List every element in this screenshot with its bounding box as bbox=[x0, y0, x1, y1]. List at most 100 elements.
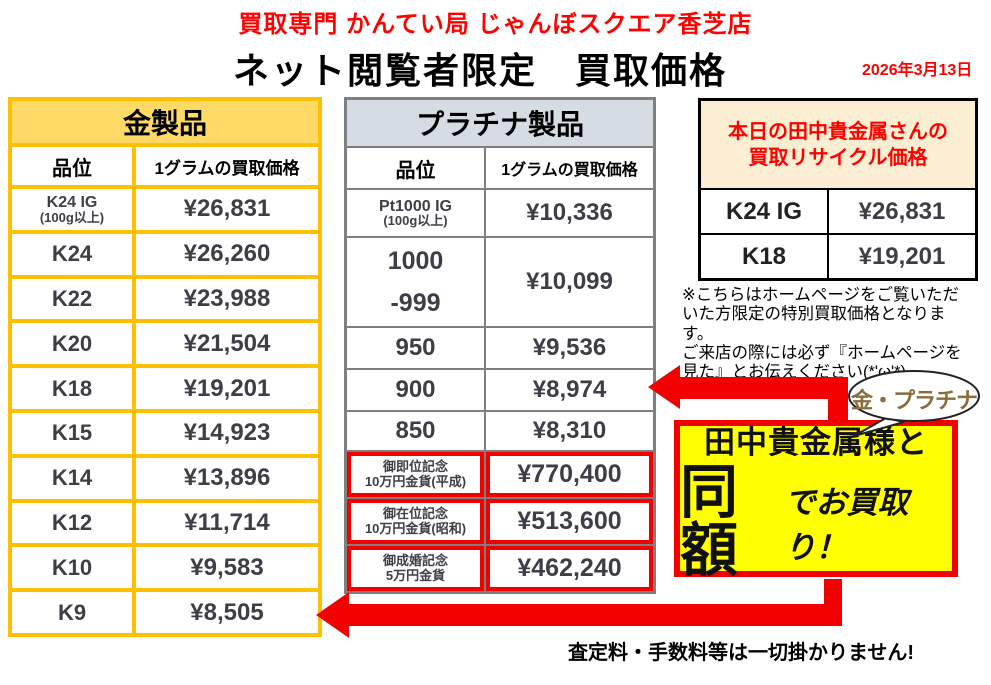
same-price-promo-box: 田中貴金属様と 同額 でお買取り！ bbox=[674, 420, 958, 580]
coin-label: 御即位記念 10万円金貨(平成) bbox=[347, 452, 484, 497]
platinum-grade: Pt1000 IG (100g以上) bbox=[347, 190, 484, 236]
table-row: 1000 -999 ¥10,099 bbox=[347, 238, 653, 326]
coin-price: ¥770,400 bbox=[486, 452, 653, 497]
commemorative-coin-row: 御成婚記念 5万円金貨 ¥462,240 bbox=[347, 546, 653, 591]
gold-grade: K10 bbox=[12, 547, 132, 589]
grade-label: 1000 bbox=[387, 246, 444, 275]
table-row: K22 ¥23,988 bbox=[12, 278, 318, 320]
gold-col-grade: 品位 bbox=[12, 147, 132, 185]
platinum-col-price: 1グラムの買取価格 bbox=[486, 148, 653, 188]
platinum-price: ¥10,099 bbox=[486, 238, 653, 326]
arrow-left-lower-elbow bbox=[824, 579, 842, 626]
gold-grade: K9 bbox=[12, 592, 132, 633]
promo-line2-rest: でお買取り！ bbox=[784, 485, 909, 565]
platinum-table-title: プラチナ製品 bbox=[347, 100, 653, 146]
gold-price: ¥11,714 bbox=[136, 502, 318, 544]
tanaka-grade: K24 IG bbox=[701, 190, 829, 233]
no-fee-note: 査定料・手数料等は一切掛かりません! bbox=[568, 642, 915, 664]
gold-price: ¥8,505 bbox=[136, 592, 318, 633]
gold-price: ¥19,201 bbox=[136, 368, 318, 409]
table-row: K20 ¥21,504 bbox=[12, 323, 318, 365]
platinum-table-header-row: 品位 1グラムの買取価格 bbox=[347, 148, 653, 188]
platinum-price: ¥9,536 bbox=[486, 328, 653, 368]
table-row: K14 ¥13,896 bbox=[12, 457, 318, 499]
gold-table-title: 金製品 bbox=[12, 101, 318, 143]
platinum-price: ¥8,974 bbox=[486, 370, 653, 410]
arrow-left-lower-shaft bbox=[346, 604, 842, 626]
gold-grade: K12 bbox=[12, 502, 132, 544]
commemorative-coin-row: 御即位記念 10万円金貨(平成) ¥770,400 bbox=[347, 452, 653, 497]
gold-price: ¥13,896 bbox=[136, 457, 318, 499]
gold-grade: K18 bbox=[12, 368, 132, 409]
gold-grade: K22 bbox=[12, 278, 132, 320]
coin-label: 御在位記念 10万円金貨(昭和) bbox=[347, 499, 484, 544]
gold-grade: K24 bbox=[12, 233, 132, 275]
coin-label: 御成婚記念 5万円金貨 bbox=[347, 546, 484, 591]
platinum-price-table: プラチナ製品 品位 1グラムの買取価格 Pt1000 IG (100g以上) ¥… bbox=[344, 97, 656, 594]
arrow-left-upper-shaft bbox=[678, 377, 848, 399]
gold-price: ¥26,260 bbox=[136, 233, 318, 275]
date-label: 2026年3月13日 bbox=[862, 62, 973, 79]
gold-grade: K24 IG (100g以上) bbox=[12, 189, 132, 230]
tanaka-price: ¥26,831 bbox=[858, 197, 946, 225]
gold-grade: K20 bbox=[12, 323, 132, 365]
gold-table-header-row: 品位 1グラムの買取価格 bbox=[12, 147, 318, 185]
platinum-grade: 950 bbox=[347, 328, 484, 368]
promo-line1: 田中貴金属様と bbox=[704, 425, 928, 460]
coin-price: ¥462,240 bbox=[486, 546, 653, 591]
speech-bubble-icon bbox=[848, 370, 980, 437]
arrow-left-upper-elbow bbox=[828, 386, 848, 426]
table-row: K12 ¥11,714 bbox=[12, 502, 318, 544]
table-row: Pt1000 IG (100g以上) ¥10,336 bbox=[347, 190, 653, 236]
arrow-left-lower-icon bbox=[316, 592, 349, 638]
table-row: K9 ¥8,505 bbox=[12, 592, 318, 633]
grade-note: (100g以上) bbox=[383, 213, 448, 229]
homepage-note: ※こちらはホームページをご覧いただ いた方限定の特別買取価格となりま す。 ご来… bbox=[682, 286, 962, 382]
tanaka-title-line2: 買取リサイクル価格 bbox=[748, 146, 928, 169]
table-row: 900 ¥8,974 bbox=[347, 370, 653, 410]
gold-price: ¥14,923 bbox=[136, 412, 318, 454]
table-row: 850 ¥8,310 bbox=[347, 412, 653, 450]
gold-col-price: 1グラムの買取価格 bbox=[136, 147, 318, 185]
grade-label: K24 IG bbox=[46, 194, 98, 212]
gold-grade: K15 bbox=[12, 412, 132, 454]
gold-grade: K14 bbox=[12, 457, 132, 499]
page-title: ネット閲覧者限定 買取価格 bbox=[232, 50, 727, 91]
tanaka-title-line1: 本日の田中貴金属さんの bbox=[728, 120, 948, 143]
coin-price: ¥513,600 bbox=[486, 499, 653, 544]
tanaka-price-panel: 本日の田中貴金属さんの 買取リサイクル価格 K24 IG ¥26,831 K18… bbox=[698, 98, 978, 281]
gold-price: ¥21,504 bbox=[136, 323, 318, 365]
promo-same-amount: 同額 bbox=[680, 460, 739, 583]
tanaka-price: ¥19,201 bbox=[858, 242, 946, 270]
arrow-left-upper-icon bbox=[648, 365, 680, 409]
table-row: K24 IG ¥26,831 bbox=[701, 188, 975, 233]
bubble-label: 金・プラチナ bbox=[850, 388, 978, 413]
gold-price-table: 金製品 品位 1グラムの買取価格 K24 IG (100g以上) ¥26,831… bbox=[8, 97, 322, 637]
grade-label-2: -999 bbox=[390, 289, 441, 317]
table-row: 950 ¥9,536 bbox=[347, 328, 653, 368]
platinum-price: ¥8,310 bbox=[486, 412, 653, 450]
table-row: K10 ¥9,583 bbox=[12, 547, 318, 589]
promo-line2: 同額 でお買取り！ bbox=[680, 464, 952, 580]
gold-price: ¥26,831 bbox=[136, 189, 318, 230]
table-row: K24 IG (100g以上) ¥26,831 bbox=[12, 189, 318, 230]
platinum-grade: 850 bbox=[347, 412, 484, 450]
table-row: K15 ¥14,923 bbox=[12, 412, 318, 454]
tanaka-grade: K18 bbox=[701, 235, 829, 278]
gold-price: ¥9,583 bbox=[136, 547, 318, 589]
gold-platinum-bubble: 金・プラチナ bbox=[842, 368, 982, 438]
table-row: K24 ¥26,260 bbox=[12, 233, 318, 275]
platinum-grade: 1000 -999 bbox=[347, 238, 484, 326]
platinum-grade: 900 bbox=[347, 370, 484, 410]
platinum-price: ¥10,336 bbox=[486, 190, 653, 236]
platinum-col-grade: 品位 bbox=[347, 148, 484, 188]
grade-note: (100g以上) bbox=[39, 209, 105, 225]
table-row: K18 ¥19,201 bbox=[12, 368, 318, 409]
grade-label: Pt1000 IG bbox=[379, 197, 452, 215]
table-row: K18 ¥19,201 bbox=[701, 233, 975, 278]
tanaka-panel-title: 本日の田中貴金属さんの 買取リサイクル価格 bbox=[701, 101, 975, 188]
gold-price: ¥23,988 bbox=[136, 278, 318, 320]
commemorative-coin-row: 御在位記念 10万円金貨(昭和) ¥513,600 bbox=[347, 499, 653, 544]
store-title: 買取専門 かんてい局 じゃんぼスクエア香芝店 bbox=[238, 11, 753, 38]
